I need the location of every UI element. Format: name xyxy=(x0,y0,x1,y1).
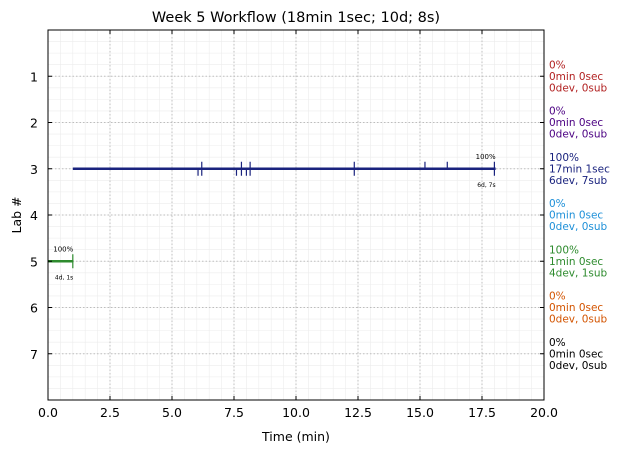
lab-2-summary-line: 0% xyxy=(549,106,566,118)
x-tick-label: 15.0 xyxy=(406,405,434,420)
lab-5-summary-line: 4dev, 1sub xyxy=(549,267,608,279)
lab-2-summary-line: 0min 0sec xyxy=(549,117,603,129)
lab-4-summary-line: 0% xyxy=(549,198,566,210)
y-tick-label: 4 xyxy=(30,208,38,223)
y-tick-label: 7 xyxy=(30,347,38,362)
x-tick-label: 5.0 xyxy=(162,405,182,420)
x-tick-label: 10.0 xyxy=(282,405,310,420)
y-axis-ticks: 1 2 3 4 5 6 7 xyxy=(30,69,544,362)
lab-6-summary-line: 0min 0sec xyxy=(549,302,603,314)
lab-3-summary-line: 17min 1sec xyxy=(549,163,610,175)
lab-3-pct-label: 100% xyxy=(476,153,496,161)
lab-7-summary-line: 0dev, 0sub xyxy=(549,360,608,372)
grid xyxy=(47,29,545,401)
plot-series: 100% 6d, 7s 100% 4d, 1s xyxy=(48,153,496,281)
y-tick-label: 5 xyxy=(30,254,38,269)
lab-4-summary-line: 0dev, 0sub xyxy=(549,221,608,233)
x-axis-label: Time (min) xyxy=(261,429,330,444)
lab-5-summary-line: 1min 0sec xyxy=(549,256,603,268)
x-tick-label: 12.5 xyxy=(344,405,372,420)
x-tick-label: 17.5 xyxy=(468,405,496,420)
x-tick-label: 0.0 xyxy=(38,405,58,420)
x-tick-label: 2.5 xyxy=(100,405,120,420)
y-tick-label: 2 xyxy=(30,116,38,131)
lab-3-summary-line: 100% xyxy=(549,152,579,164)
y-axis-label: Lab # xyxy=(9,196,24,233)
lab-3-summary-line: 6dev, 7sub xyxy=(549,175,608,187)
lab-5-summary-line: 100% xyxy=(549,244,579,256)
lab-6-summary-line: 0% xyxy=(549,291,566,303)
y-tick-label: 3 xyxy=(30,162,38,177)
lab-5-count-label: 4d, 1s xyxy=(55,274,73,281)
lab-3-count-label: 6d, 7s xyxy=(477,182,495,189)
lab-6-summary-line: 0dev, 0sub xyxy=(549,314,608,326)
lab-7-summary-line: 0min 0sec xyxy=(549,348,603,360)
x-tick-label: 7.5 xyxy=(224,405,244,420)
lab-2-summary-line: 0dev, 0sub xyxy=(549,129,608,141)
y-tick-label: 1 xyxy=(30,69,38,84)
chart-title: Week 5 Workflow (18min 1sec; 10d; 8s) xyxy=(152,10,440,26)
lab-1-summary-line: 0min 0sec xyxy=(549,71,603,83)
lab-7-summary-line: 0% xyxy=(549,337,566,349)
y-tick-label: 6 xyxy=(30,301,38,316)
x-axis-ticks: 0.0 2.5 5.0 7.5 10.0 12.5 15.0 17.5 20.0 xyxy=(38,30,558,420)
lab-1-summary-line: 0dev, 0sub xyxy=(549,82,608,94)
x-tick-label: 20.0 xyxy=(530,405,558,420)
lab-5-pct-label: 100% xyxy=(53,245,73,253)
lab-1-summary-line: 0% xyxy=(549,59,566,71)
lab-4-summary-line: 0min 0sec xyxy=(549,210,603,222)
